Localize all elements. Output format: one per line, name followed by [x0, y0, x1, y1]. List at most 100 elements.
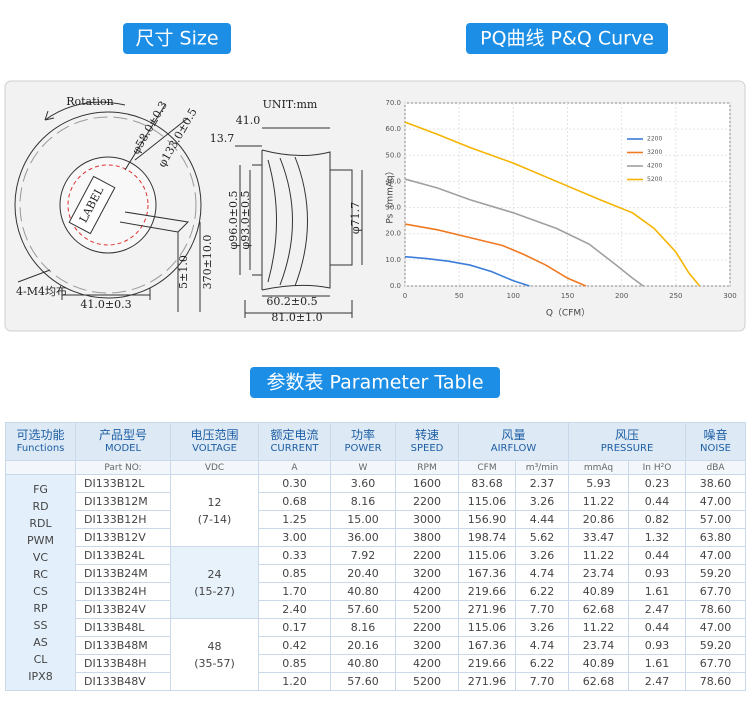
value-cell: 2200 — [395, 492, 459, 511]
header-en: PRESSURE — [600, 442, 654, 454]
value-cell: 63.80 — [685, 528, 747, 547]
value-cell: 2.47 — [627, 672, 687, 691]
legend-label: 3200 — [647, 149, 662, 156]
model-cell: DI133B48H — [75, 654, 171, 673]
params-badge — [250, 367, 500, 398]
function-item: RDL — [29, 516, 52, 530]
value-cell: 0.44 — [627, 618, 687, 637]
header-en: VOLTAGE — [192, 442, 237, 454]
voltage-value: 12 — [207, 495, 222, 509]
value-cell: 67.70 — [685, 654, 747, 673]
size-badge — [123, 23, 231, 54]
data-row: DI133B24H 1.70 40.80 4200 219.66 6.22 40.89 1.6… — [6, 582, 747, 601]
subheader-cell: W — [330, 460, 396, 475]
subheader-cell — [5, 460, 76, 475]
x-tick-label: 0 — [403, 292, 407, 300]
value-cell: 3000 — [395, 510, 459, 529]
legend-label: 2200 — [647, 136, 662, 143]
value-cell: 40.89 — [568, 654, 629, 673]
value-cell: 5200 — [395, 600, 459, 619]
data-row: DI133B12H 1.25 15.00 3000 156.90 4.44 20.86 0.8… — [6, 510, 747, 529]
value-cell: 4200 — [395, 654, 459, 673]
header-cn: 风量 — [501, 427, 526, 442]
params-badge-text: 参数表 Parameter Table — [266, 372, 483, 394]
value-cell: 115.06 — [458, 618, 516, 637]
value-cell: 198.74 — [458, 528, 516, 547]
header-cell: 可选功能 Functions — [5, 422, 76, 461]
y-tick-label: 0.0 — [390, 282, 401, 290]
data-row: DI133B24M 0.85 20.40 3200 167.36 4.74 23.74 0.9… — [6, 564, 747, 583]
value-cell: 4.74 — [515, 564, 569, 583]
value-cell: 20.86 — [568, 510, 629, 529]
header-en: AIRFLOW — [490, 442, 537, 454]
data-row: DI133B48M 0.42 20.16 3200 167.36 4.74 23.74 0.9… — [6, 636, 747, 655]
value-cell: 40.80 — [330, 582, 396, 601]
value-cell: 3800 — [395, 528, 459, 547]
subheader-cell: mmAq — [568, 460, 629, 475]
value-cell: 11.22 — [568, 492, 629, 511]
header-cell: 电压范围 VOLTAGE — [170, 422, 259, 461]
function-item: SS — [33, 618, 48, 632]
value-cell: 1.20 — [258, 672, 331, 691]
function-item: VC — [32, 550, 49, 564]
value-cell: 1600 — [395, 474, 459, 493]
header-en: SPEED — [410, 442, 444, 454]
value-cell: 57.60 — [330, 600, 396, 619]
value-cell: 5200 — [395, 672, 459, 691]
x-tick-label: 200 — [615, 292, 628, 300]
value-cell: 2.37 — [515, 474, 569, 493]
header-cn: 风压 — [615, 427, 640, 442]
function-item: PWM — [26, 533, 54, 547]
x-tick-label: 250 — [669, 292, 682, 300]
model-cell: DI133B24L — [75, 546, 171, 565]
side-view — [235, 127, 363, 318]
value-cell: 59.20 — [685, 636, 747, 655]
model-cell: DI133B48M — [75, 636, 171, 655]
voltage-cell: 24 (15-27) — [170, 546, 259, 619]
value-cell: 8.16 — [330, 618, 396, 637]
header-cn: 产品型号 — [98, 427, 147, 442]
value-cell: 47.00 — [685, 546, 747, 565]
y-tick-label: 50.0 — [385, 151, 401, 159]
pq-curve — [404, 178, 644, 287]
header-cell: 风量 AIRFLOW — [458, 422, 569, 461]
function-item: FG — [33, 482, 48, 496]
value-cell: 5.62 — [515, 528, 569, 547]
voltage-cell: 48 (35-57) — [170, 618, 259, 691]
value-cell: 11.22 — [568, 618, 629, 637]
header-cn: 额定电流 — [270, 427, 319, 442]
dim-text: 4-M4均布 — [16, 285, 67, 298]
dim-text: φ71.7 — [349, 202, 362, 234]
header-cn: 功率 — [350, 427, 375, 442]
header-cn: 转速 — [414, 427, 439, 442]
legend-label: 5200 — [647, 176, 662, 183]
value-cell: 115.06 — [458, 546, 516, 565]
value-cell: 2.47 — [627, 600, 687, 619]
functions-cell: FG RD RDL PWM VC RC CS RP SS AS CL IPX8 — [5, 474, 76, 691]
value-cell: 1.25 — [258, 510, 331, 529]
data-row: DI133B24L 24 (15-27) 0.33 7.92 2200 115.06 3.26… — [6, 546, 747, 619]
value-cell: 3200 — [395, 636, 459, 655]
header-en: POWER — [344, 442, 382, 454]
header-cn: 噪音 — [703, 427, 728, 442]
subheader-cell: RPM — [395, 460, 459, 475]
value-cell: 2200 — [395, 546, 459, 565]
header-cell: 额定电流 CURRENT — [258, 422, 331, 461]
x-axis-title: Q（CFM） — [546, 308, 590, 319]
pq-curve — [404, 223, 587, 287]
model-cell: DI133B12V — [75, 528, 171, 547]
value-cell: 0.44 — [627, 492, 687, 511]
value-cell: 4200 — [395, 582, 459, 601]
header-row: 可选功能 Functions 产品型号 MODEL 电压范围 VOLTAGE 额定电流 CUR… — [5, 422, 747, 461]
function-item: RD — [32, 499, 49, 513]
header-cell: 转速 SPEED — [395, 422, 459, 461]
data-row: DI133B48H 0.85 40.80 4200 219.66 6.22 40.89 1.6… — [6, 654, 747, 673]
value-cell: 1.70 — [258, 582, 331, 601]
dim-text: 41.0±0.3 — [80, 298, 131, 311]
value-cell: 57.60 — [330, 672, 396, 691]
value-cell: 1.61 — [627, 654, 687, 673]
value-cell: 6.22 — [515, 654, 569, 673]
dim-text: 370±10.0 — [201, 235, 214, 290]
data-row: DI133B12M 0.68 8.16 2200 115.06 3.26 11.22 0.44… — [6, 492, 747, 511]
